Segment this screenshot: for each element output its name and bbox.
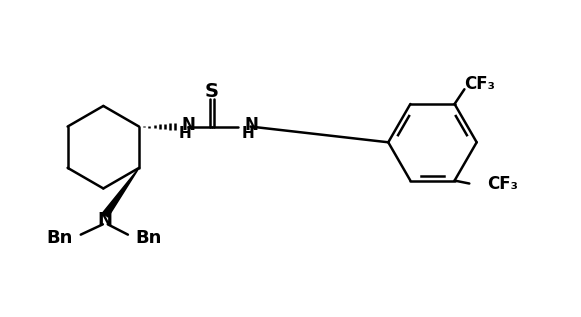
Text: N: N <box>181 116 195 134</box>
Text: N: N <box>244 116 258 134</box>
Text: H: H <box>242 126 254 141</box>
Text: N: N <box>98 211 113 229</box>
Polygon shape <box>102 168 139 217</box>
Text: H: H <box>179 126 192 141</box>
Text: S: S <box>205 82 219 101</box>
Text: CF₃: CF₃ <box>464 75 494 93</box>
Text: CF₃: CF₃ <box>487 175 518 192</box>
Text: Bn: Bn <box>46 229 73 247</box>
Text: Bn: Bn <box>136 229 162 247</box>
